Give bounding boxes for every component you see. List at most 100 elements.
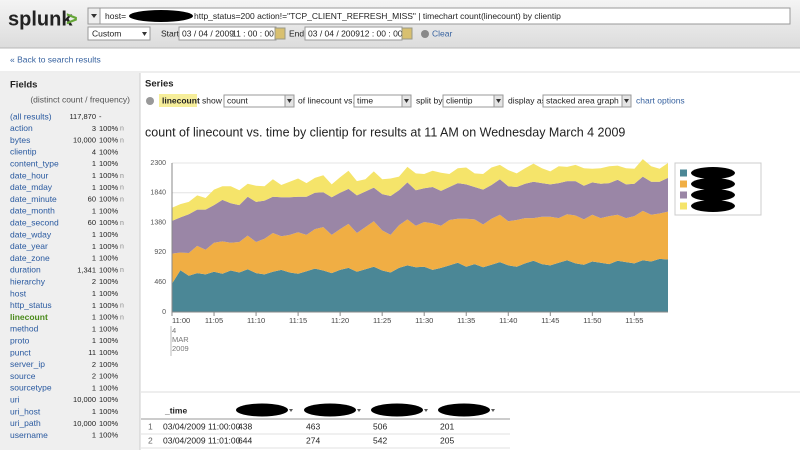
- field-freq: 100%: [99, 431, 119, 440]
- field-freq: 100%: [99, 372, 119, 381]
- field-name[interactable]: server_ip: [10, 359, 45, 369]
- redacted: [691, 167, 735, 179]
- field-freq: 100%: [99, 277, 119, 286]
- start-label: Start: [161, 28, 180, 38]
- redacted: [129, 10, 193, 22]
- field-name[interactable]: date_second: [10, 217, 59, 227]
- field-name[interactable]: action: [10, 123, 33, 133]
- x-date-label: 2009: [172, 344, 189, 353]
- field-name[interactable]: uri_host: [10, 406, 41, 416]
- remove-icon[interactable]: [146, 97, 154, 105]
- x-date-label: 4: [172, 326, 176, 335]
- field-name[interactable]: date_month: [10, 206, 55, 216]
- x-tick-label: 11:00: [172, 316, 190, 325]
- start-time: 11 : 00 : 00: [232, 28, 274, 38]
- field-name[interactable]: content_type: [10, 158, 59, 168]
- field-count: 1: [92, 230, 96, 239]
- field-name[interactable]: duration: [10, 265, 41, 275]
- calendar-icon[interactable]: [274, 27, 286, 40]
- field-name[interactable]: username: [10, 430, 48, 440]
- redacted: [691, 178, 735, 190]
- field-count: 1: [92, 336, 96, 345]
- field-flag: n: [120, 244, 124, 251]
- area: [172, 210, 668, 284]
- field-freq: 100%: [99, 206, 119, 215]
- row-value: 463: [306, 421, 320, 431]
- field-count: 1: [92, 159, 96, 168]
- field-freq: 100%: [99, 395, 119, 404]
- field-name[interactable]: punct: [10, 347, 31, 357]
- field-freq: 100%: [99, 242, 119, 251]
- search-query: http_status=200 action!="TCP_CLIENT_REFR…: [194, 11, 561, 21]
- field-name[interactable]: date_hour: [10, 170, 48, 180]
- field-name[interactable]: date_zone: [10, 253, 50, 263]
- start-date: 03 / 04 / 2009: [182, 28, 234, 38]
- field-name[interactable]: host: [10, 288, 27, 298]
- x-tick-label: 11:50: [583, 316, 601, 325]
- redacted: [236, 403, 288, 417]
- field-count: 1: [92, 431, 96, 440]
- y-tick-label: 460: [154, 279, 166, 286]
- field-name[interactable]: method: [10, 324, 39, 334]
- fields-title: Fields: [10, 80, 37, 91]
- field-count: 2: [92, 372, 96, 381]
- sort-arrow: [357, 409, 361, 412]
- field-name[interactable]: uri_path: [10, 418, 41, 428]
- field-freq: 100%: [99, 230, 119, 239]
- row-time: 03/04/2009 11:00:00: [163, 421, 241, 431]
- field-name[interactable]: date_year: [10, 241, 48, 251]
- field-freq: 100%: [99, 313, 119, 322]
- end-label: End: [289, 28, 304, 38]
- redacted: [304, 403, 356, 417]
- end-date: 03 / 04 / 2009: [308, 28, 360, 38]
- field-name[interactable]: uri: [10, 394, 20, 404]
- calendar-icon[interactable]: [401, 27, 413, 40]
- field-name[interactable]: date_mday: [10, 182, 53, 192]
- row-time: 03/04/2009 11:01:00: [163, 435, 241, 445]
- field-count: 10,000: [73, 395, 96, 404]
- field-name[interactable]: bytes: [10, 135, 30, 145]
- y-tick-label: 1380: [150, 219, 166, 226]
- field-flag: n: [120, 185, 124, 192]
- field-name[interactable]: (all results): [10, 111, 52, 121]
- time-range: Custom: [92, 28, 121, 38]
- chart: 0 460 920 1380 1840 2300 11:00 11:05 11:10 11:15 1…: [150, 159, 762, 356]
- field-name[interactable]: date_minute: [10, 194, 57, 204]
- field-freq: 100%: [99, 407, 119, 416]
- dropdown-arrow: [496, 99, 501, 103]
- area: [172, 159, 668, 221]
- area: [172, 176, 668, 254]
- time-range-select[interactable]: [87, 26, 151, 41]
- field-name[interactable]: hierarchy: [10, 276, 46, 286]
- field-name[interactable]: clientip: [10, 147, 37, 157]
- back-link[interactable]: « Back to search results: [10, 54, 101, 64]
- field-name[interactable]: sourcetype: [10, 383, 52, 393]
- row-value: 201: [440, 421, 454, 431]
- logo-mark: >: [66, 8, 78, 30]
- field-freq: 100%: [99, 289, 119, 298]
- logo: splunk: [8, 8, 73, 30]
- row-value: 438: [238, 421, 252, 431]
- field-name[interactable]: proto: [10, 335, 30, 345]
- series-title: Series: [145, 79, 174, 90]
- clear-icon[interactable]: [421, 30, 429, 38]
- field-count: 2: [92, 277, 96, 286]
- redacted: [691, 200, 735, 212]
- field-flag: n: [120, 220, 124, 227]
- dropdown-arrow: [142, 32, 147, 36]
- field-count: 60: [88, 218, 96, 227]
- field-name[interactable]: linecount: [10, 312, 48, 322]
- clear-link[interactable]: Clear: [432, 28, 452, 38]
- field-name[interactable]: http_status: [10, 300, 52, 310]
- dropdown-arrow: [287, 99, 292, 103]
- series-field: linecount: [162, 95, 200, 105]
- field-count: 1: [92, 324, 96, 333]
- field-flag: n: [120, 137, 124, 144]
- y-tick-label: 2300: [150, 160, 166, 167]
- field-name[interactable]: source: [10, 371, 36, 381]
- field-count: 1: [92, 383, 96, 392]
- field-freq: -: [99, 112, 102, 121]
- chart-options-link[interactable]: chart options: [636, 95, 685, 105]
- field-name[interactable]: date_wday: [10, 229, 52, 239]
